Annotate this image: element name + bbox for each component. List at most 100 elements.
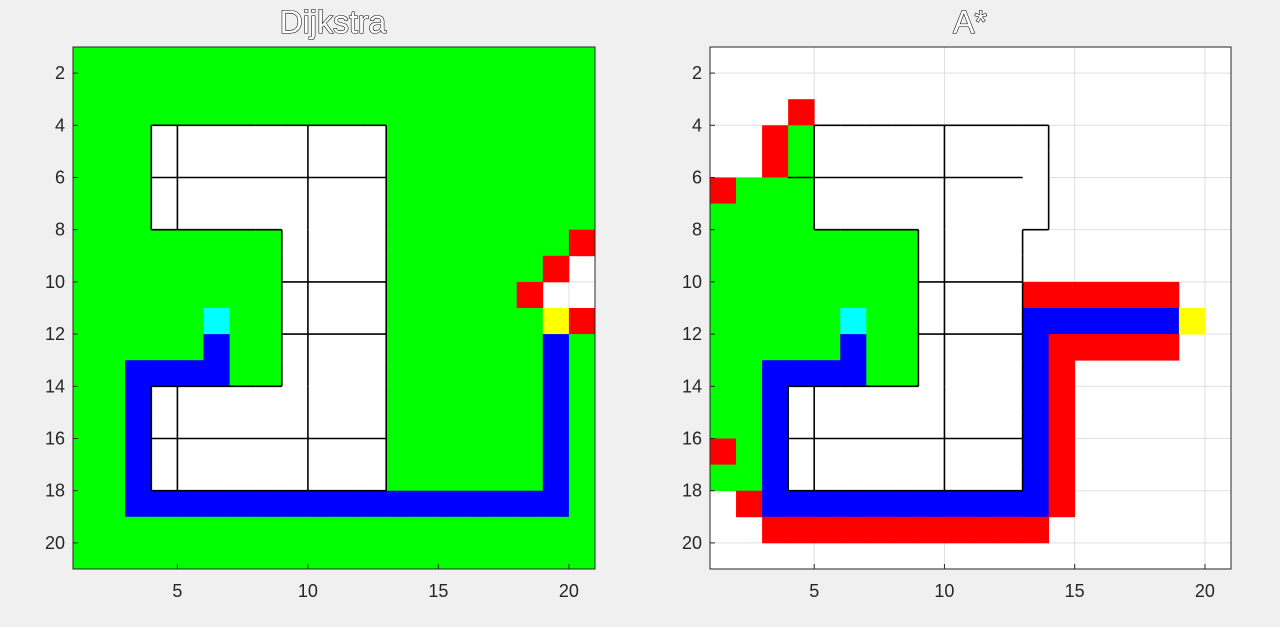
- visited-cell: [464, 542, 491, 570]
- obstacle-cell: [203, 203, 230, 231]
- frontier-cell: [542, 255, 570, 283]
- visited-cell: [736, 229, 763, 257]
- obstacle-cell: [996, 308, 1023, 335]
- obstacle-cell: [892, 177, 919, 204]
- obstacle-cell: [203, 438, 230, 465]
- visited-cell: [542, 229, 570, 257]
- visited-cell: [710, 281, 737, 309]
- obstacle-cell: [334, 177, 361, 204]
- obstacle-cell: [360, 464, 387, 492]
- visited-cell: [99, 360, 126, 387]
- obstacle-cell: [360, 334, 387, 361]
- visited-cell: [360, 99, 387, 126]
- obstacle-cell: [334, 203, 361, 231]
- visited-cell: [516, 308, 544, 335]
- obstacle-cell: [970, 229, 997, 257]
- visited-cell: [736, 177, 763, 204]
- visited-cell: [464, 412, 491, 439]
- obstacle-cell: [151, 386, 178, 413]
- visited-cell: [516, 386, 544, 413]
- visited-cell: [464, 308, 491, 335]
- visited-cell: [73, 255, 100, 283]
- frontier-cell: [516, 281, 544, 309]
- obstacle-cell: [229, 412, 257, 439]
- visited-cell: [177, 73, 204, 100]
- visited-cell: [490, 360, 518, 387]
- visited-cell: [710, 386, 737, 413]
- obstacle-cell: [203, 177, 230, 204]
- obstacle-edges: [787, 124, 1050, 492]
- visited-cell: [177, 308, 204, 335]
- visited-cell: [568, 542, 596, 570]
- visited-cell: [99, 412, 126, 439]
- obstacle-cell: [840, 412, 867, 439]
- visited-cell: [866, 281, 893, 309]
- visited-cell: [710, 203, 737, 231]
- frontier-cell: [1048, 464, 1076, 492]
- frontier-cell: [1048, 412, 1076, 439]
- visited-cell: [229, 99, 257, 126]
- obstacle-cell: [840, 438, 867, 465]
- visited-cell: [736, 386, 763, 413]
- obstacle-cell: [255, 412, 283, 439]
- visited-cell: [464, 99, 491, 126]
- visited-cell: [516, 177, 544, 204]
- x-tick-label: 15: [1065, 581, 1085, 601]
- visited-cell: [568, 386, 596, 413]
- visited-cell: [438, 464, 465, 492]
- visited-cell: [255, 516, 283, 544]
- visited-cell: [438, 47, 465, 74]
- obstacle-cell: [970, 412, 997, 439]
- obstacle-cell: [151, 151, 178, 178]
- visited-cell: [762, 229, 789, 257]
- visited-cell: [464, 438, 491, 465]
- visited-cell: [568, 464, 596, 492]
- path-cell: [490, 490, 518, 518]
- frontier-cell: [1048, 334, 1076, 361]
- obstacle-edges: [150, 124, 388, 492]
- path-cell: [542, 412, 570, 439]
- visited-cell: [125, 99, 152, 126]
- visited-cell: [73, 334, 100, 361]
- x-tick-label: 10: [298, 581, 318, 601]
- visited-cell: [412, 334, 439, 361]
- path-cell: [1022, 360, 1050, 387]
- visited-cell: [736, 308, 763, 335]
- visited-cell: [386, 438, 413, 465]
- obstacle-cell: [307, 412, 335, 439]
- visited-cell: [736, 334, 763, 361]
- visited-cell: [710, 255, 737, 283]
- visited-cell: [73, 490, 100, 518]
- visited-cell: [255, 334, 283, 361]
- visited-cell: [490, 281, 518, 309]
- visited-cell: [464, 360, 491, 387]
- obstacle-cell: [814, 412, 841, 439]
- visited-cell: [516, 229, 544, 257]
- visited-cell: [568, 516, 596, 544]
- visited-cell: [438, 386, 465, 413]
- visited-cell: [464, 516, 491, 544]
- obstacle-cell: [944, 125, 971, 152]
- x-tick-label: 20: [559, 581, 579, 601]
- obstacle-cell: [203, 412, 230, 439]
- path-cell: [438, 490, 465, 518]
- obstacle-cell: [970, 203, 997, 231]
- y-tick-label: 10: [45, 272, 65, 292]
- obstacle-cell: [970, 464, 997, 492]
- obstacle-cell: [281, 203, 309, 231]
- visited-cell: [516, 151, 544, 178]
- visited-cell: [516, 542, 544, 570]
- visited-cell: [281, 47, 309, 74]
- visited-cell: [516, 334, 544, 361]
- visited-cell: [788, 334, 815, 361]
- visited-cell: [438, 412, 465, 439]
- obstacle-cell: [840, 203, 867, 231]
- visited-cell: [438, 308, 465, 335]
- goal-cell: [542, 308, 570, 335]
- visited-cell: [229, 281, 257, 309]
- frontier-cell: [814, 516, 841, 544]
- path-cell: [970, 490, 997, 518]
- path-cell: [996, 490, 1023, 518]
- obstacle-cell: [918, 203, 945, 231]
